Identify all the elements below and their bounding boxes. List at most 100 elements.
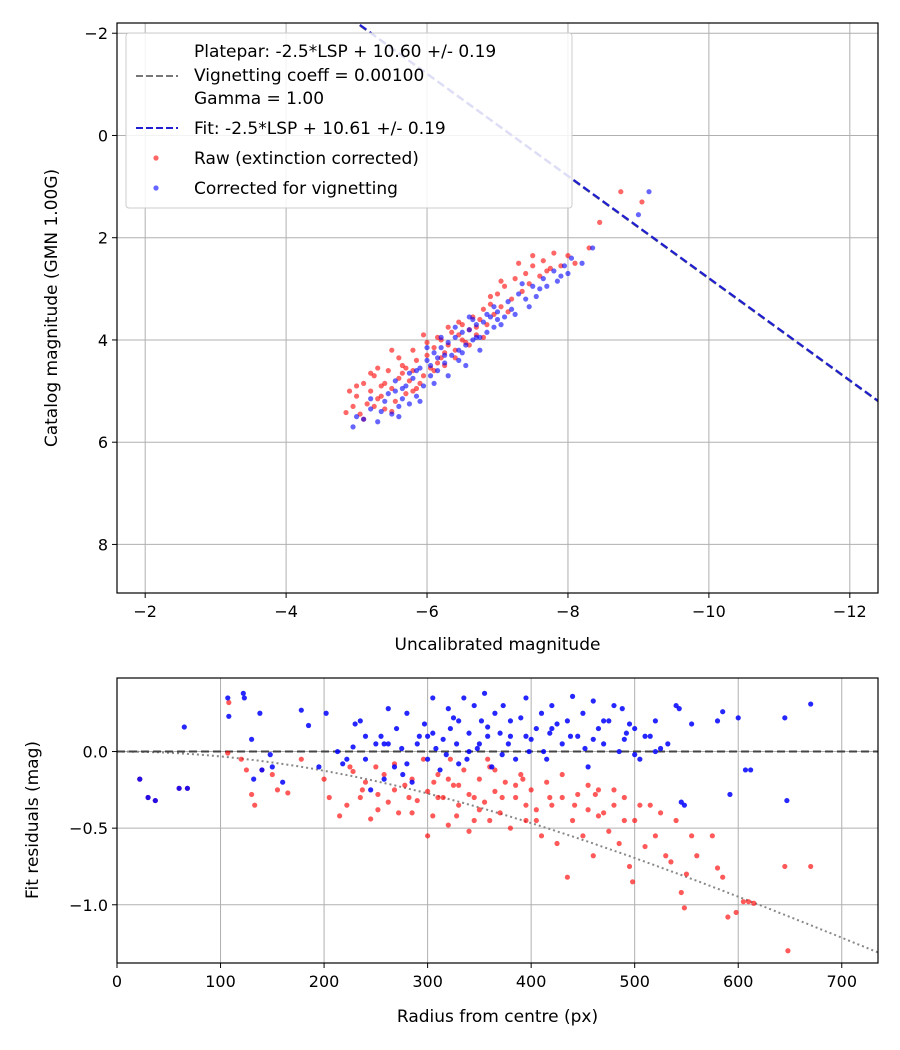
residual-raw-point bbox=[507, 825, 514, 831]
residual-corrected-point bbox=[497, 730, 503, 736]
residual-corrected-point bbox=[259, 767, 265, 773]
residual-raw-point bbox=[445, 822, 451, 828]
raw-point bbox=[530, 253, 536, 259]
residual-corrected-point bbox=[513, 756, 519, 762]
residual-raw-point bbox=[499, 794, 505, 801]
corrected-point bbox=[508, 306, 515, 312]
residual-raw-point bbox=[481, 799, 488, 805]
corrected-point bbox=[445, 339, 451, 346]
calibration-points bbox=[343, 189, 652, 430]
residual-raw-point bbox=[238, 756, 244, 762]
residual-corrected-point bbox=[652, 718, 658, 724]
raw-point bbox=[530, 263, 536, 269]
residual-raw-point bbox=[547, 794, 553, 801]
residuals-y-tick-label: 0.0 bbox=[83, 743, 108, 762]
residual-raw-point bbox=[544, 779, 550, 785]
residuals-lines bbox=[117, 750, 878, 954]
residual-corrected-point bbox=[344, 756, 350, 762]
residual-raw-point bbox=[285, 790, 291, 796]
raw-point bbox=[403, 365, 409, 371]
corrected-point bbox=[438, 334, 444, 340]
residual-raw-point bbox=[725, 914, 731, 920]
residual-raw-point bbox=[601, 810, 607, 816]
residual-raw-point bbox=[344, 802, 350, 808]
residual-corrected-point bbox=[616, 748, 622, 755]
corrected-point bbox=[435, 368, 441, 374]
legend-corrected-marker bbox=[153, 185, 159, 191]
residual-raw-point bbox=[694, 853, 700, 859]
residual-raw-point bbox=[621, 794, 627, 801]
raw-point bbox=[449, 329, 455, 335]
residual-raw-point bbox=[447, 756, 453, 762]
residual-corrected-point bbox=[466, 748, 472, 755]
residual-raw-point bbox=[461, 767, 467, 773]
residuals-ticks: 0 100 200 300 400 500 600 700 0.0 −0.5 −1.0 bbox=[69, 743, 857, 991]
raw-point bbox=[456, 319, 462, 325]
residual-corrected-point bbox=[632, 752, 638, 758]
corrected-point bbox=[558, 273, 564, 279]
residual-raw-point bbox=[745, 899, 752, 905]
residuals-plot-frame bbox=[116, 677, 879, 964]
residual-raw-point bbox=[595, 787, 602, 793]
residual-corrected-point bbox=[184, 785, 191, 791]
residual-corrected-point bbox=[485, 733, 491, 739]
residual-raw-point bbox=[440, 794, 446, 801]
residual-corrected-point bbox=[400, 771, 406, 778]
calibration-y-tick-label: −2 bbox=[84, 24, 108, 43]
raw-point bbox=[399, 370, 405, 376]
raw-point bbox=[410, 347, 416, 353]
residual-corrected-point bbox=[507, 718, 514, 724]
corrected-point bbox=[646, 189, 652, 195]
raw-point bbox=[420, 332, 427, 338]
residual-corrected-point bbox=[595, 725, 602, 732]
residual-raw-point bbox=[298, 756, 304, 762]
corrected-point bbox=[463, 342, 469, 348]
corrected-point bbox=[554, 278, 560, 284]
residual-corrected-point bbox=[226, 713, 232, 719]
residual-corrected-point bbox=[500, 702, 506, 709]
corrected-point bbox=[445, 373, 451, 379]
residual-corrected-point bbox=[445, 706, 451, 712]
residual-corrected-point bbox=[735, 715, 741, 721]
residual-corrected-point bbox=[665, 741, 671, 747]
residual-corrected-point bbox=[385, 741, 391, 747]
legend-raw-label: Raw (extinction corrected) bbox=[194, 149, 419, 169]
residual-corrected-point bbox=[489, 764, 495, 770]
calibration-x-tick-label: −8 bbox=[556, 602, 580, 621]
residual-raw-point bbox=[683, 871, 690, 877]
residual-corrected-point bbox=[305, 722, 312, 729]
residual-corrected-point bbox=[544, 756, 550, 762]
residual-raw-point bbox=[572, 802, 578, 808]
residual-raw-point bbox=[435, 771, 441, 778]
residual-corrected-point bbox=[464, 756, 470, 762]
residual-raw-point bbox=[657, 810, 664, 816]
residual-corrected-point bbox=[357, 718, 363, 724]
legend-platepar-label-line-1: Platepar: -2.5*LSP + 10.60 +/- 0.19 bbox=[194, 42, 496, 62]
residual-raw-point bbox=[225, 750, 231, 756]
residual-raw-point bbox=[425, 833, 431, 839]
corrected-point bbox=[396, 403, 402, 410]
residual-corrected-point bbox=[251, 776, 257, 782]
raw-point bbox=[385, 368, 391, 374]
residual-raw-point bbox=[642, 843, 648, 850]
corrected-point bbox=[392, 388, 398, 394]
residuals-plot: 0 100 200 300 400 500 600 700 0.0 −0.5 −1.0 Radius… bbox=[23, 677, 879, 1027]
residual-corrected-point bbox=[714, 718, 721, 724]
corrected-point bbox=[512, 311, 518, 317]
residual-corrected-point bbox=[533, 725, 539, 732]
residual-corrected-point bbox=[601, 741, 607, 747]
residual-corrected-point bbox=[340, 761, 346, 767]
corrected-point bbox=[399, 396, 405, 402]
residual-raw-point bbox=[373, 764, 379, 770]
residual-raw-point bbox=[425, 788, 431, 794]
residuals-x-tick-label: 100 bbox=[205, 972, 236, 991]
residual-corrected-point bbox=[373, 741, 379, 747]
residual-corrected-point bbox=[225, 695, 231, 701]
residuals-x-tick-label: 300 bbox=[412, 972, 443, 991]
corrected-point bbox=[378, 408, 384, 415]
residual-corrected-point bbox=[727, 791, 733, 798]
residuals-x-tick-label: 600 bbox=[723, 972, 754, 991]
residual-corrected-point bbox=[298, 707, 304, 713]
residual-raw-point bbox=[321, 776, 327, 782]
